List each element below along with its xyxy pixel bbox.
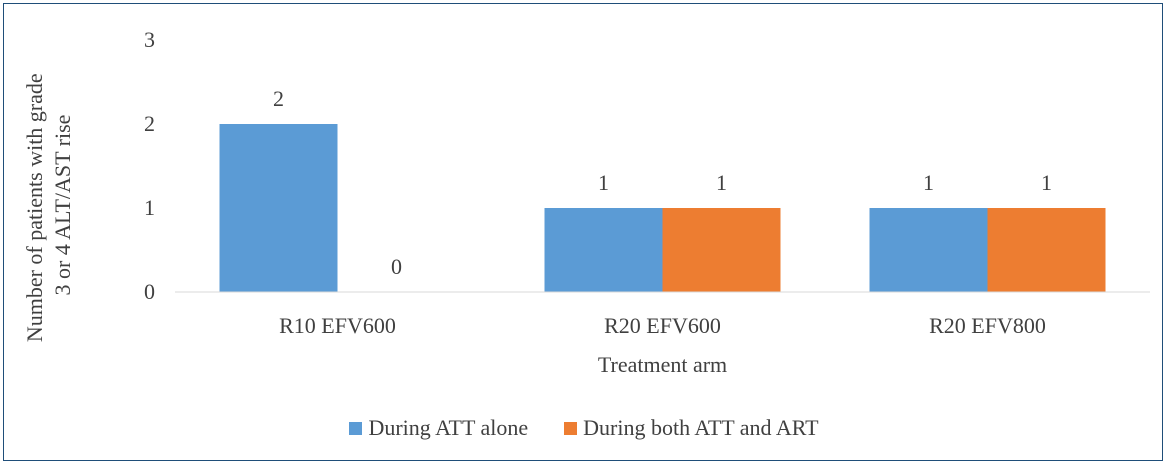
y-tick-label: 0	[144, 279, 155, 304]
x-tick-label: R10 EFV600	[279, 313, 396, 338]
legend: During ATT alone During both ATT and ART	[0, 415, 1168, 441]
y-tick-label: 2	[144, 111, 155, 136]
data-label: 0	[391, 254, 402, 279]
y-axis-title: Number of patients with grade 3 or 4 ALT…	[22, 68, 75, 342]
data-label: 1	[923, 170, 934, 195]
bars	[219, 124, 1106, 292]
bar	[662, 208, 781, 292]
data-label: 1	[716, 170, 727, 195]
bar	[219, 124, 338, 292]
data-label: 1	[598, 170, 609, 195]
y-tick-label: 3	[144, 27, 155, 52]
bar	[869, 208, 988, 292]
data-labels: 2 0 1 1 1 1	[273, 86, 1052, 279]
legend-swatch-both	[564, 421, 578, 435]
data-label: 2	[273, 86, 284, 111]
legend-item-both: During both ATT and ART	[564, 415, 819, 441]
y-axis-title-line-2: 3 or 4 ALT/AST rise	[50, 115, 75, 296]
legend-swatch-att-alone	[349, 421, 363, 435]
legend-label-att-alone: During ATT alone	[368, 415, 529, 440]
legend-label-both: During both ATT and ART	[583, 415, 819, 440]
bar	[544, 208, 663, 292]
y-tick-labels: 0 1 2 3	[144, 27, 155, 304]
data-label: 1	[1041, 170, 1052, 195]
x-tick-label: R20 EFV800	[929, 313, 1046, 338]
bar	[987, 208, 1106, 292]
x-tick-labels: R10 EFV600 R20 EFV600 R20 EFV800	[279, 313, 1046, 338]
x-tick-label: R20 EFV600	[604, 313, 721, 338]
y-tick-label: 1	[144, 195, 155, 220]
legend-item-att-alone: During ATT alone	[349, 415, 528, 441]
y-axis-title-line-1: Number of patients with grade	[22, 73, 47, 342]
x-axis-title: Treatment arm	[598, 352, 727, 377]
